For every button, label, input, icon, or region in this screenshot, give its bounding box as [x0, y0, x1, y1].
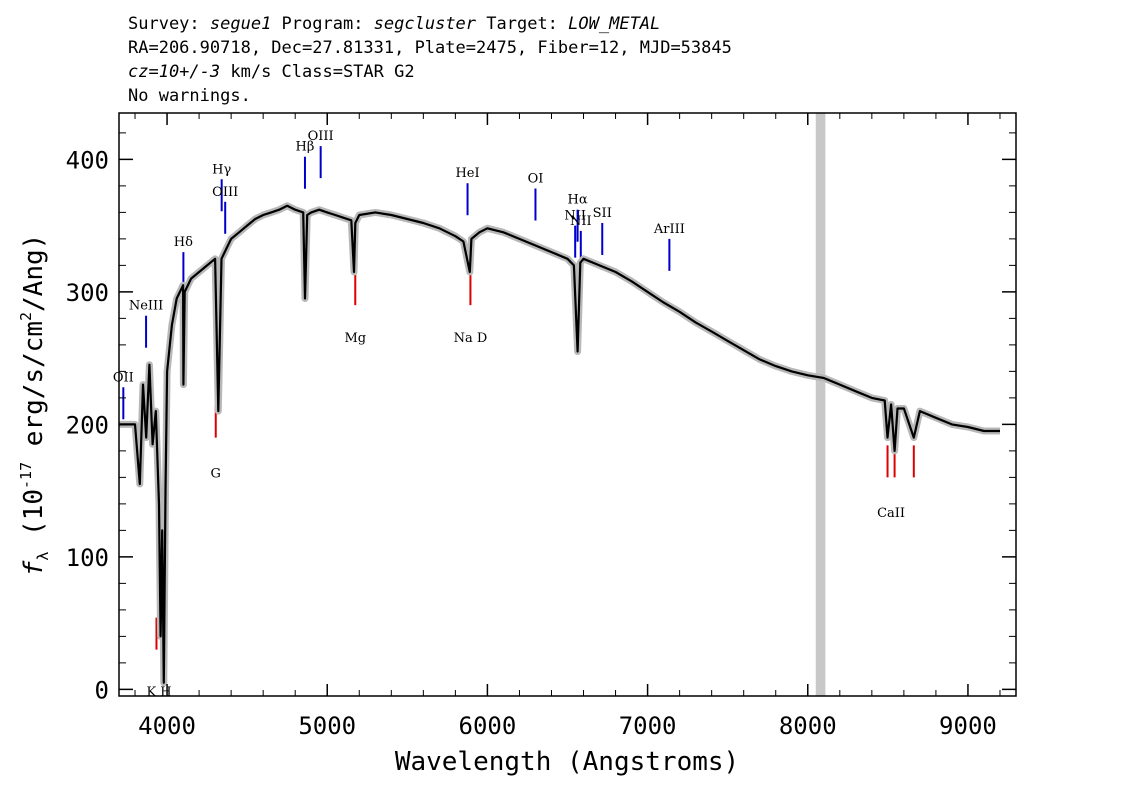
- y-axis-title-lambda: λ: [34, 552, 52, 561]
- absorption-line-label-3: Na D: [454, 331, 488, 346]
- y-tick-label-1: 100: [66, 544, 109, 572]
- y-axis-title-exp2: 2: [17, 312, 35, 321]
- emission-line-label-6: OIII: [308, 129, 334, 144]
- redshift-value: cz=10+/-3: [128, 62, 221, 82]
- target-label: Target:: [476, 14, 569, 34]
- survey-label: Survey:: [128, 14, 210, 34]
- emission-line-label-4: OIII: [212, 185, 238, 200]
- program-value: segcluster: [373, 14, 477, 34]
- x-tick-label-1: 5000: [298, 712, 356, 740]
- spectrum-header: Survey: segue1 Program: segcluster Targe…: [128, 12, 732, 108]
- masked-region-band: [815, 113, 826, 696]
- masked-region-layer: [815, 113, 826, 696]
- emission-line-label-0: NeIII: [129, 299, 163, 314]
- error-band-0: [119, 202, 1000, 687]
- y-axis-title-exp1: -17: [17, 462, 35, 489]
- header-line-redshift: cz=10+/-3 km/s Class=STAR G2: [128, 60, 732, 84]
- emission-line-label-11: NII: [570, 214, 592, 229]
- emission-line-label-8: OI: [528, 172, 544, 187]
- y-tick-label-4: 400: [66, 146, 109, 174]
- header-line-coordinates: RA=206.90718, Dec=27.81331, Plate=2475, …: [128, 38, 732, 58]
- y-tick-label-0: 0: [95, 676, 109, 704]
- emission-line-label-3: Hγ: [212, 162, 231, 177]
- x-tick-label-0: 4000: [138, 712, 196, 740]
- x-tick-label-5: 9000: [939, 712, 997, 740]
- emission-line-label-9: NII: [564, 209, 586, 224]
- x-tick-label-2: 6000: [459, 712, 517, 740]
- y-axis-title: fλ (10-17 erg/s/cm2/Ang): [17, 234, 52, 577]
- target-value: LOW_METAL: [568, 14, 661, 34]
- y-axis-title-mid: erg/s/cm: [19, 321, 49, 462]
- header-line-warnings: No warnings.: [128, 86, 251, 106]
- y-tick-label-2: 200: [66, 411, 109, 439]
- emission-line-label-5: Hβ: [296, 140, 315, 155]
- x-tick-label-3: 7000: [619, 712, 677, 740]
- emission-line-label-10: Hα: [568, 193, 588, 208]
- spectrum-line-0: [119, 204, 1000, 684]
- program-label: Program:: [271, 14, 374, 34]
- absorption-line-label-2: Mg: [344, 331, 366, 346]
- class-value: km/s Class=STAR G2: [220, 62, 415, 82]
- tick-layer: 4000 5000 6000 7000 8000 9000 0 100 200 300 400: [66, 113, 1016, 740]
- header-line-survey: Survey: segue1 Program: segcluster Targe…: [128, 12, 732, 36]
- y-axis-title-post: /Ang): [19, 234, 49, 312]
- y-axis-title-f: f: [19, 560, 49, 576]
- absorption-line-label-1: G: [211, 466, 221, 481]
- spectrum-layer: [119, 202, 1000, 687]
- x-tick-label-4: 8000: [779, 712, 837, 740]
- absorption-line-label-4: CaII: [877, 506, 905, 521]
- absorption-line-label-0: K H: [146, 685, 171, 700]
- x-axis-title: Wavelength (Angstroms): [395, 747, 739, 777]
- emission-line-label-12: SII: [593, 206, 612, 221]
- emission-line-label-1: OII: [113, 370, 134, 385]
- y-axis-title-pre: (10: [19, 489, 49, 552]
- survey-value: segue1: [209, 14, 272, 34]
- emission-line-label-7: HeI: [455, 166, 479, 181]
- y-tick-label-3: 300: [66, 279, 109, 307]
- emission-line-label-13: ArIII: [653, 222, 685, 237]
- plot-frame: [118, 112, 1017, 697]
- emission-line-label-2: Hδ: [174, 235, 193, 250]
